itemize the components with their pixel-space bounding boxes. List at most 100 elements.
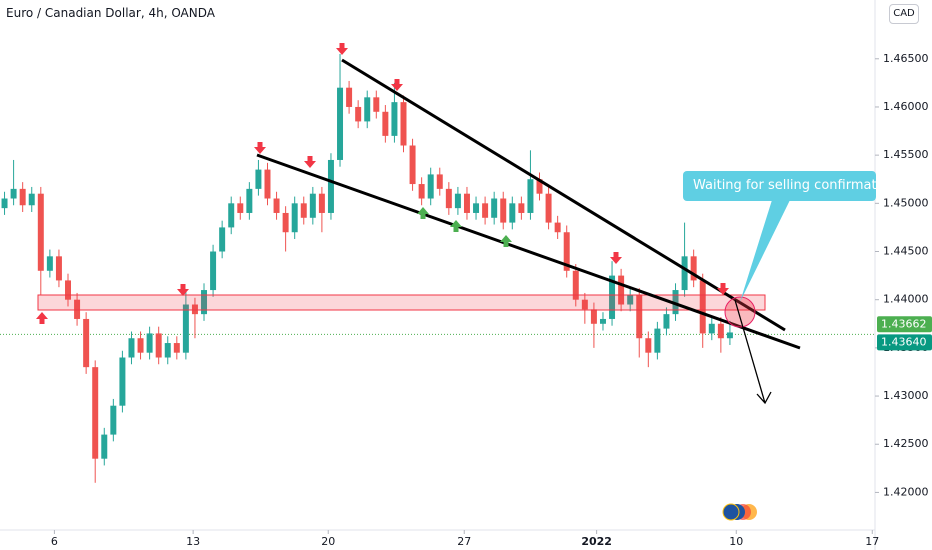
candle-body: [400, 102, 407, 146]
candle-body: [645, 338, 652, 353]
candle-body: [418, 184, 425, 199]
x-tick-label: 10: [729, 535, 743, 548]
candle-body: [482, 203, 489, 218]
candle-body: [137, 338, 144, 353]
candle-body: [708, 323, 715, 334]
candle-body: [146, 333, 153, 353]
candle-body: [182, 304, 189, 353]
candle-body: [672, 290, 679, 315]
candle-body: [173, 343, 180, 353]
candle-body: [191, 304, 198, 315]
axes: 1.420001.425001.430001.435001.440001.445…: [51, 52, 932, 548]
candle-body: [609, 275, 616, 319]
price-label: 1.43640: [881, 335, 927, 348]
callout-pointer: [740, 200, 790, 302]
candle-body: [273, 198, 280, 213]
candle-body: [536, 179, 543, 194]
currency-button[interactable]: CAD: [889, 4, 919, 24]
candle-body: [545, 193, 552, 223]
candle-body: [436, 174, 443, 189]
down-arrow: [336, 43, 348, 55]
candle-body: [282, 212, 289, 233]
candle-body: [717, 323, 724, 339]
up-arrow: [450, 220, 462, 232]
x-tick-label: 6: [51, 535, 58, 548]
candle-body: [627, 294, 634, 305]
trendline: [341, 58, 786, 332]
candle-body: [65, 280, 71, 300]
candle-body: [164, 343, 171, 358]
candle-body: [246, 188, 253, 213]
candle-body: [509, 203, 516, 223]
candle-body: [10, 188, 17, 199]
candle-body: [427, 174, 434, 199]
candle-body: [581, 299, 588, 310]
highlight-circle: [724, 296, 756, 328]
candle-body: [74, 299, 81, 319]
down-arrow: [254, 142, 266, 154]
candle-body: [210, 251, 217, 291]
candle-body: [128, 338, 135, 358]
candle-body: [527, 179, 534, 213]
candle-body: [364, 97, 371, 122]
candle-body: [382, 111, 389, 136]
y-tick-label: 1.46500: [883, 52, 929, 65]
down-arrow: [177, 284, 189, 296]
candle-body: [28, 193, 35, 206]
y-tick-label: 1.44000: [883, 293, 929, 306]
resistance-zone: [37, 294, 766, 311]
drawings: [36, 43, 801, 521]
candle-body: [327, 159, 334, 213]
y-tick-label: 1.42500: [883, 437, 929, 450]
candle-body: [55, 256, 62, 281]
candle-body: [201, 290, 208, 315]
candle-body: [264, 169, 271, 199]
candle-body: [291, 203, 298, 233]
candle-body: [690, 256, 697, 281]
up-arrow: [417, 207, 429, 219]
x-tick-label: 20: [321, 535, 335, 548]
candle-body: [454, 193, 461, 209]
candle-body: [46, 256, 53, 271]
candle-body: [518, 203, 525, 213]
candle-body: [228, 203, 235, 228]
down-arrow: [391, 79, 403, 91]
candle-body: [346, 87, 353, 107]
y-tick-label: 1.45500: [883, 148, 929, 161]
candle-body: [473, 203, 480, 213]
candle-body: [337, 87, 344, 160]
candle-body: [663, 314, 670, 329]
candle-body: [699, 280, 706, 334]
x-tick-label: 27: [457, 535, 471, 548]
y-tick-label: 1.43000: [883, 389, 929, 402]
candle-body: [409, 145, 416, 185]
candle-body: [119, 357, 126, 406]
candle-body: [681, 256, 688, 291]
candle-body: [373, 97, 380, 112]
price-label-box: [877, 334, 932, 351]
candle-body: [155, 333, 162, 358]
candle-body: [318, 193, 325, 213]
candle-body: [37, 193, 44, 271]
candle-body: [101, 434, 108, 459]
candle-body: [110, 405, 117, 435]
up-arrow: [36, 312, 48, 324]
candle-body: [355, 106, 362, 122]
candle-body: [463, 193, 470, 213]
candle-body: [1, 198, 8, 209]
x-tick-label: 17: [865, 535, 879, 548]
candle-body: [491, 198, 498, 218]
candle-body: [255, 169, 262, 189]
candle-body: [500, 198, 507, 223]
candle-body: [554, 222, 561, 233]
chart-title: Euro / Canadian Dollar, 4h, OANDA: [6, 6, 215, 20]
price-label: 1.43662: [881, 317, 927, 330]
trendline: [256, 153, 801, 350]
y-tick-label: 1.45000: [883, 196, 929, 209]
candle-body: [237, 203, 244, 213]
price-label-box: [877, 316, 932, 333]
candle-body: [654, 328, 661, 353]
y-tick-label: 1.46000: [883, 100, 929, 113]
